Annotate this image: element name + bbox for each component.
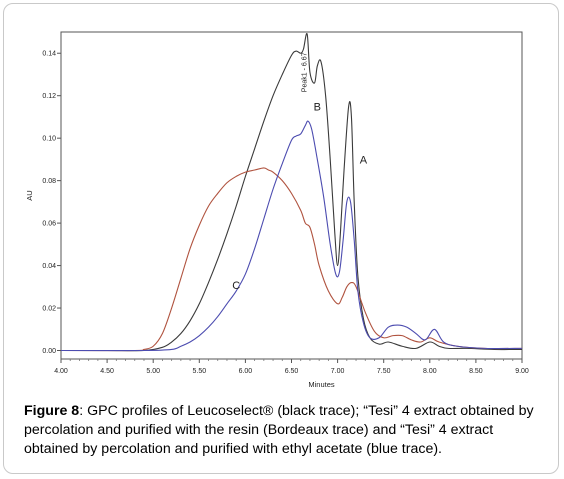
y-tick-label: 0.02 — [42, 306, 56, 313]
peak-label: Peak1 - 6.67 — [301, 52, 308, 92]
x-tick-label: 8.50 — [469, 368, 483, 375]
x-tick-label: 5.50 — [192, 368, 206, 375]
series-line-3 — [60, 120, 523, 352]
x-tick-label: 4.50 — [100, 368, 114, 375]
series-line-2 — [60, 167, 523, 352]
x-tick-label: 7.50 — [377, 368, 391, 375]
series-line-1 — [61, 32, 523, 352]
figure-frame — [3, 3, 559, 474]
x-tick-label: 6.00 — [239, 368, 253, 375]
trace-label: A — [360, 155, 368, 167]
chart-annotations: A B C Peak1 - 6.67 — [232, 52, 368, 292]
figure-caption: Figure 8: GPC profiles of Leucoselect® (… — [24, 402, 549, 459]
x-tick-label: 7.00 — [331, 368, 345, 375]
y-tick-label: 0.12 — [42, 93, 56, 100]
caption-label: Figure 8 — [24, 403, 80, 419]
gpc-chart: 4.00 4.50 5.00 5.50 6.00 6.50 7.00 7.50 8.00 8.50… — [25, 31, 529, 389]
y-tick-label: 0.06 — [42, 221, 56, 228]
y-tick-label: 0.14 — [42, 51, 56, 58]
x-tick-label: 9.00 — [515, 368, 529, 375]
x-tick-label: 8.00 — [423, 368, 437, 375]
y-tick-label: 0.00 — [42, 348, 56, 355]
y-tick-label: 0.04 — [42, 263, 56, 270]
x-tick-label: 5.00 — [146, 368, 160, 375]
trace-label: B — [314, 102, 321, 114]
y-axis-label: AU — [25, 190, 34, 200]
y-tick-label: 0.10 — [42, 136, 56, 143]
trace-label: C — [232, 280, 240, 292]
x-tick-label: 4.00 — [54, 368, 68, 375]
chart-series — [60, 32, 523, 352]
x-tick-label: 6.50 — [285, 368, 299, 375]
y-tick-label: 0.08 — [42, 178, 56, 185]
caption-text: : GPC profiles of Leucoselect® (black tr… — [24, 403, 534, 457]
plot-area-border — [60, 31, 523, 360]
chart-axes: 4.00 4.50 5.00 5.50 6.00 6.50 7.00 7.50 8.00 8.50… — [25, 31, 529, 389]
x-axis-label: Minutes — [308, 380, 335, 389]
